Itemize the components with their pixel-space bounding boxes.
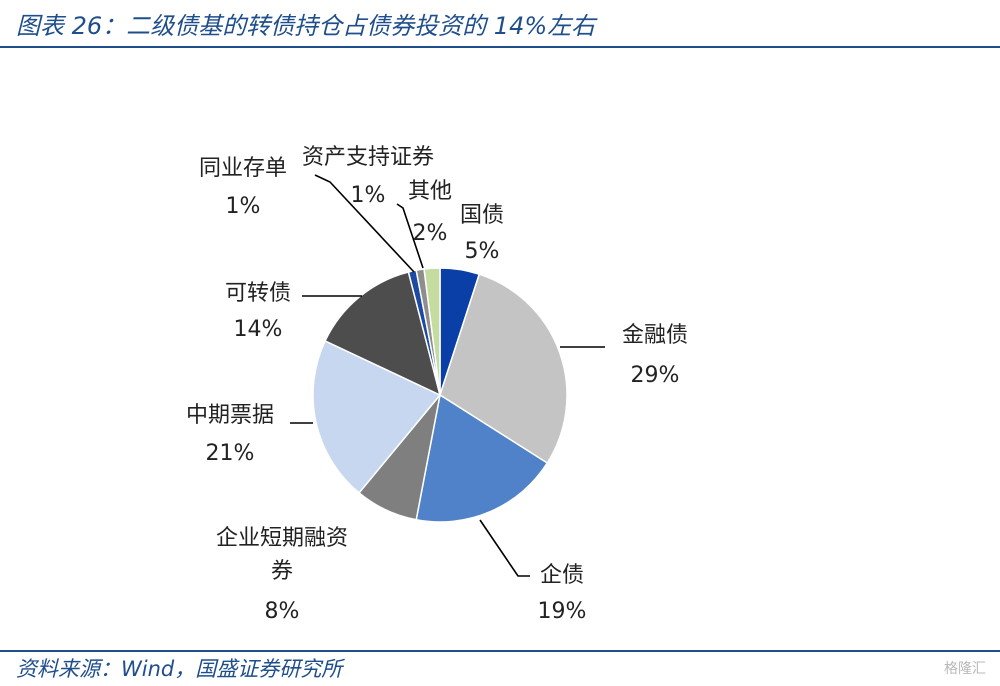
watermark: 格隆汇 — [944, 661, 986, 677]
slice-value-label-0: 5% — [465, 239, 500, 264]
slice-name-label-8: 其他 — [408, 179, 452, 204]
leader-line-8 — [396, 203, 424, 269]
slice-value-label-2: 19% — [538, 599, 587, 624]
source-divider — [0, 650, 1000, 652]
slice-name-label-4: 中期票据 — [186, 403, 274, 428]
slice-name-label-6: 同业存单 — [199, 156, 287, 181]
pie-slice-8 — [423, 267, 441, 396]
slice-value-label-8: 2% — [413, 221, 448, 246]
pie-slice-5 — [324, 271, 442, 397]
slice-name-label-5: 可转债 — [225, 281, 291, 306]
pie-slice-4 — [312, 339, 442, 494]
slice-name-label-3-1: 券 — [271, 559, 293, 584]
slice-value-label-1: 29% — [631, 363, 680, 388]
title-divider — [0, 46, 1000, 48]
slice-value-label-5: 14% — [234, 317, 283, 342]
slice-name-label-0: 国债 — [460, 203, 504, 228]
leader-line-2 — [479, 519, 530, 577]
source-note: 资料来源：Wind，国盛证券研究所 — [16, 657, 343, 681]
slice-value-label-3: 8% — [265, 599, 300, 624]
slice-value-label-4: 21% — [206, 441, 255, 466]
pie-slice-1 — [439, 273, 568, 465]
slice-value-label-7: 1% — [351, 183, 386, 208]
slice-name-label-1: 金融债 — [622, 323, 688, 348]
leader-lines — [290, 174, 605, 577]
slice-value-label-6: 1% — [226, 194, 261, 219]
leader-line-6 — [314, 174, 415, 273]
chart-title: 图表 26：二级债基的转债持仓占债券投资的 14%左右 — [16, 12, 596, 40]
slice-name-label-7: 资产支持证券 — [302, 145, 434, 170]
slice-name-label-2: 企债 — [540, 563, 584, 588]
pie-slice-2 — [415, 393, 549, 523]
pie-slices — [312, 267, 568, 523]
slice-name-label-3-0: 企业短期融资 — [216, 526, 348, 551]
